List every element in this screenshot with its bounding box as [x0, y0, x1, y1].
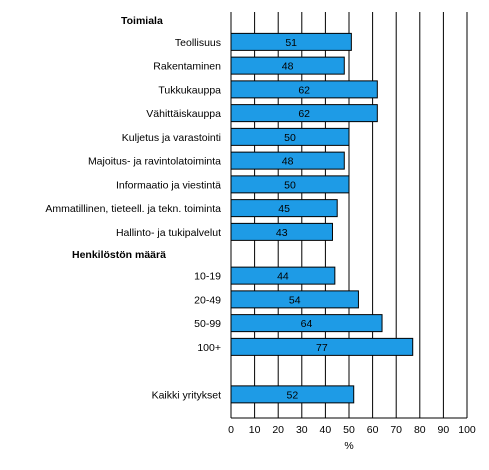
x-tick-label: 20: [272, 424, 284, 436]
data-label: 45: [278, 203, 290, 215]
x-tick-label: 0: [228, 424, 234, 436]
bar: [230, 80, 378, 99]
category-label: Hallinto- ja tukipalvelut: [116, 227, 221, 239]
bar: [230, 266, 336, 285]
category-label: Kuljetus ja varastointi: [122, 132, 221, 144]
x-axis-label: %: [344, 440, 353, 452]
data-label: 62: [298, 84, 310, 96]
bar: [230, 32, 352, 51]
data-label: 54: [289, 294, 301, 306]
data-label: 50: [284, 132, 296, 144]
category-label: Informaatio ja viestintä: [116, 179, 221, 191]
bar: [230, 337, 414, 356]
bar: [230, 290, 359, 309]
x-tick-label: 100: [458, 424, 476, 436]
bars: [230, 32, 414, 404]
x-tick-label: 90: [438, 424, 450, 436]
data-label: 64: [301, 318, 313, 330]
x-tick-label: 70: [390, 424, 402, 436]
x-tick-label: 50: [343, 424, 355, 436]
group-title: Henkilöstön määrä: [72, 249, 166, 261]
group-title: Toimiala: [121, 15, 163, 27]
data-label: 62: [298, 108, 310, 120]
bar: [230, 199, 338, 218]
data-label: 51: [285, 37, 297, 49]
category-label: Rakentaminen: [153, 61, 221, 73]
bar: [230, 222, 333, 241]
category-label: 50-99: [194, 318, 221, 330]
category-label: 100+: [197, 342, 221, 354]
x-tick-label: 60: [367, 424, 379, 436]
x-tick-label: 80: [414, 424, 426, 436]
data-label: 44: [277, 271, 289, 283]
category-label: Vähittäiskauppa: [146, 108, 221, 120]
data-label: 52: [287, 389, 299, 401]
category-labels: Toimiala 51 Teollisuus 48 Rakentaminen 62 Tukk…: [45, 15, 328, 401]
data-label: 48: [282, 156, 294, 168]
category-label: Tukkukauppa: [158, 84, 221, 96]
x-tick-label: 40: [320, 424, 332, 436]
category-label: 20-49: [194, 294, 221, 306]
category-label: Ammatillinen, tieteell. ja tekn. toimint…: [45, 203, 221, 215]
category-label: Kaikki yritykset: [152, 389, 222, 401]
x-tick-label: 30: [296, 424, 308, 436]
x-axis-ticks: 0 10 20 30 40 50 60 70 80 90 100: [228, 424, 476, 436]
category-label: 10-19: [194, 271, 221, 283]
data-label: 48: [282, 61, 294, 73]
x-tick-label: 10: [249, 424, 261, 436]
bar: [230, 314, 383, 333]
bar: [230, 175, 350, 194]
data-label: 77: [316, 342, 328, 354]
bar: [230, 385, 355, 404]
category-label: Majoitus- ja ravintolatoiminta: [88, 156, 221, 168]
bar: [230, 151, 345, 170]
bar: [230, 104, 378, 123]
data-label: 43: [276, 227, 288, 239]
bar: [230, 56, 345, 75]
category-label: Teollisuus: [175, 37, 221, 49]
bar: [230, 127, 350, 146]
data-label: 50: [284, 179, 296, 191]
